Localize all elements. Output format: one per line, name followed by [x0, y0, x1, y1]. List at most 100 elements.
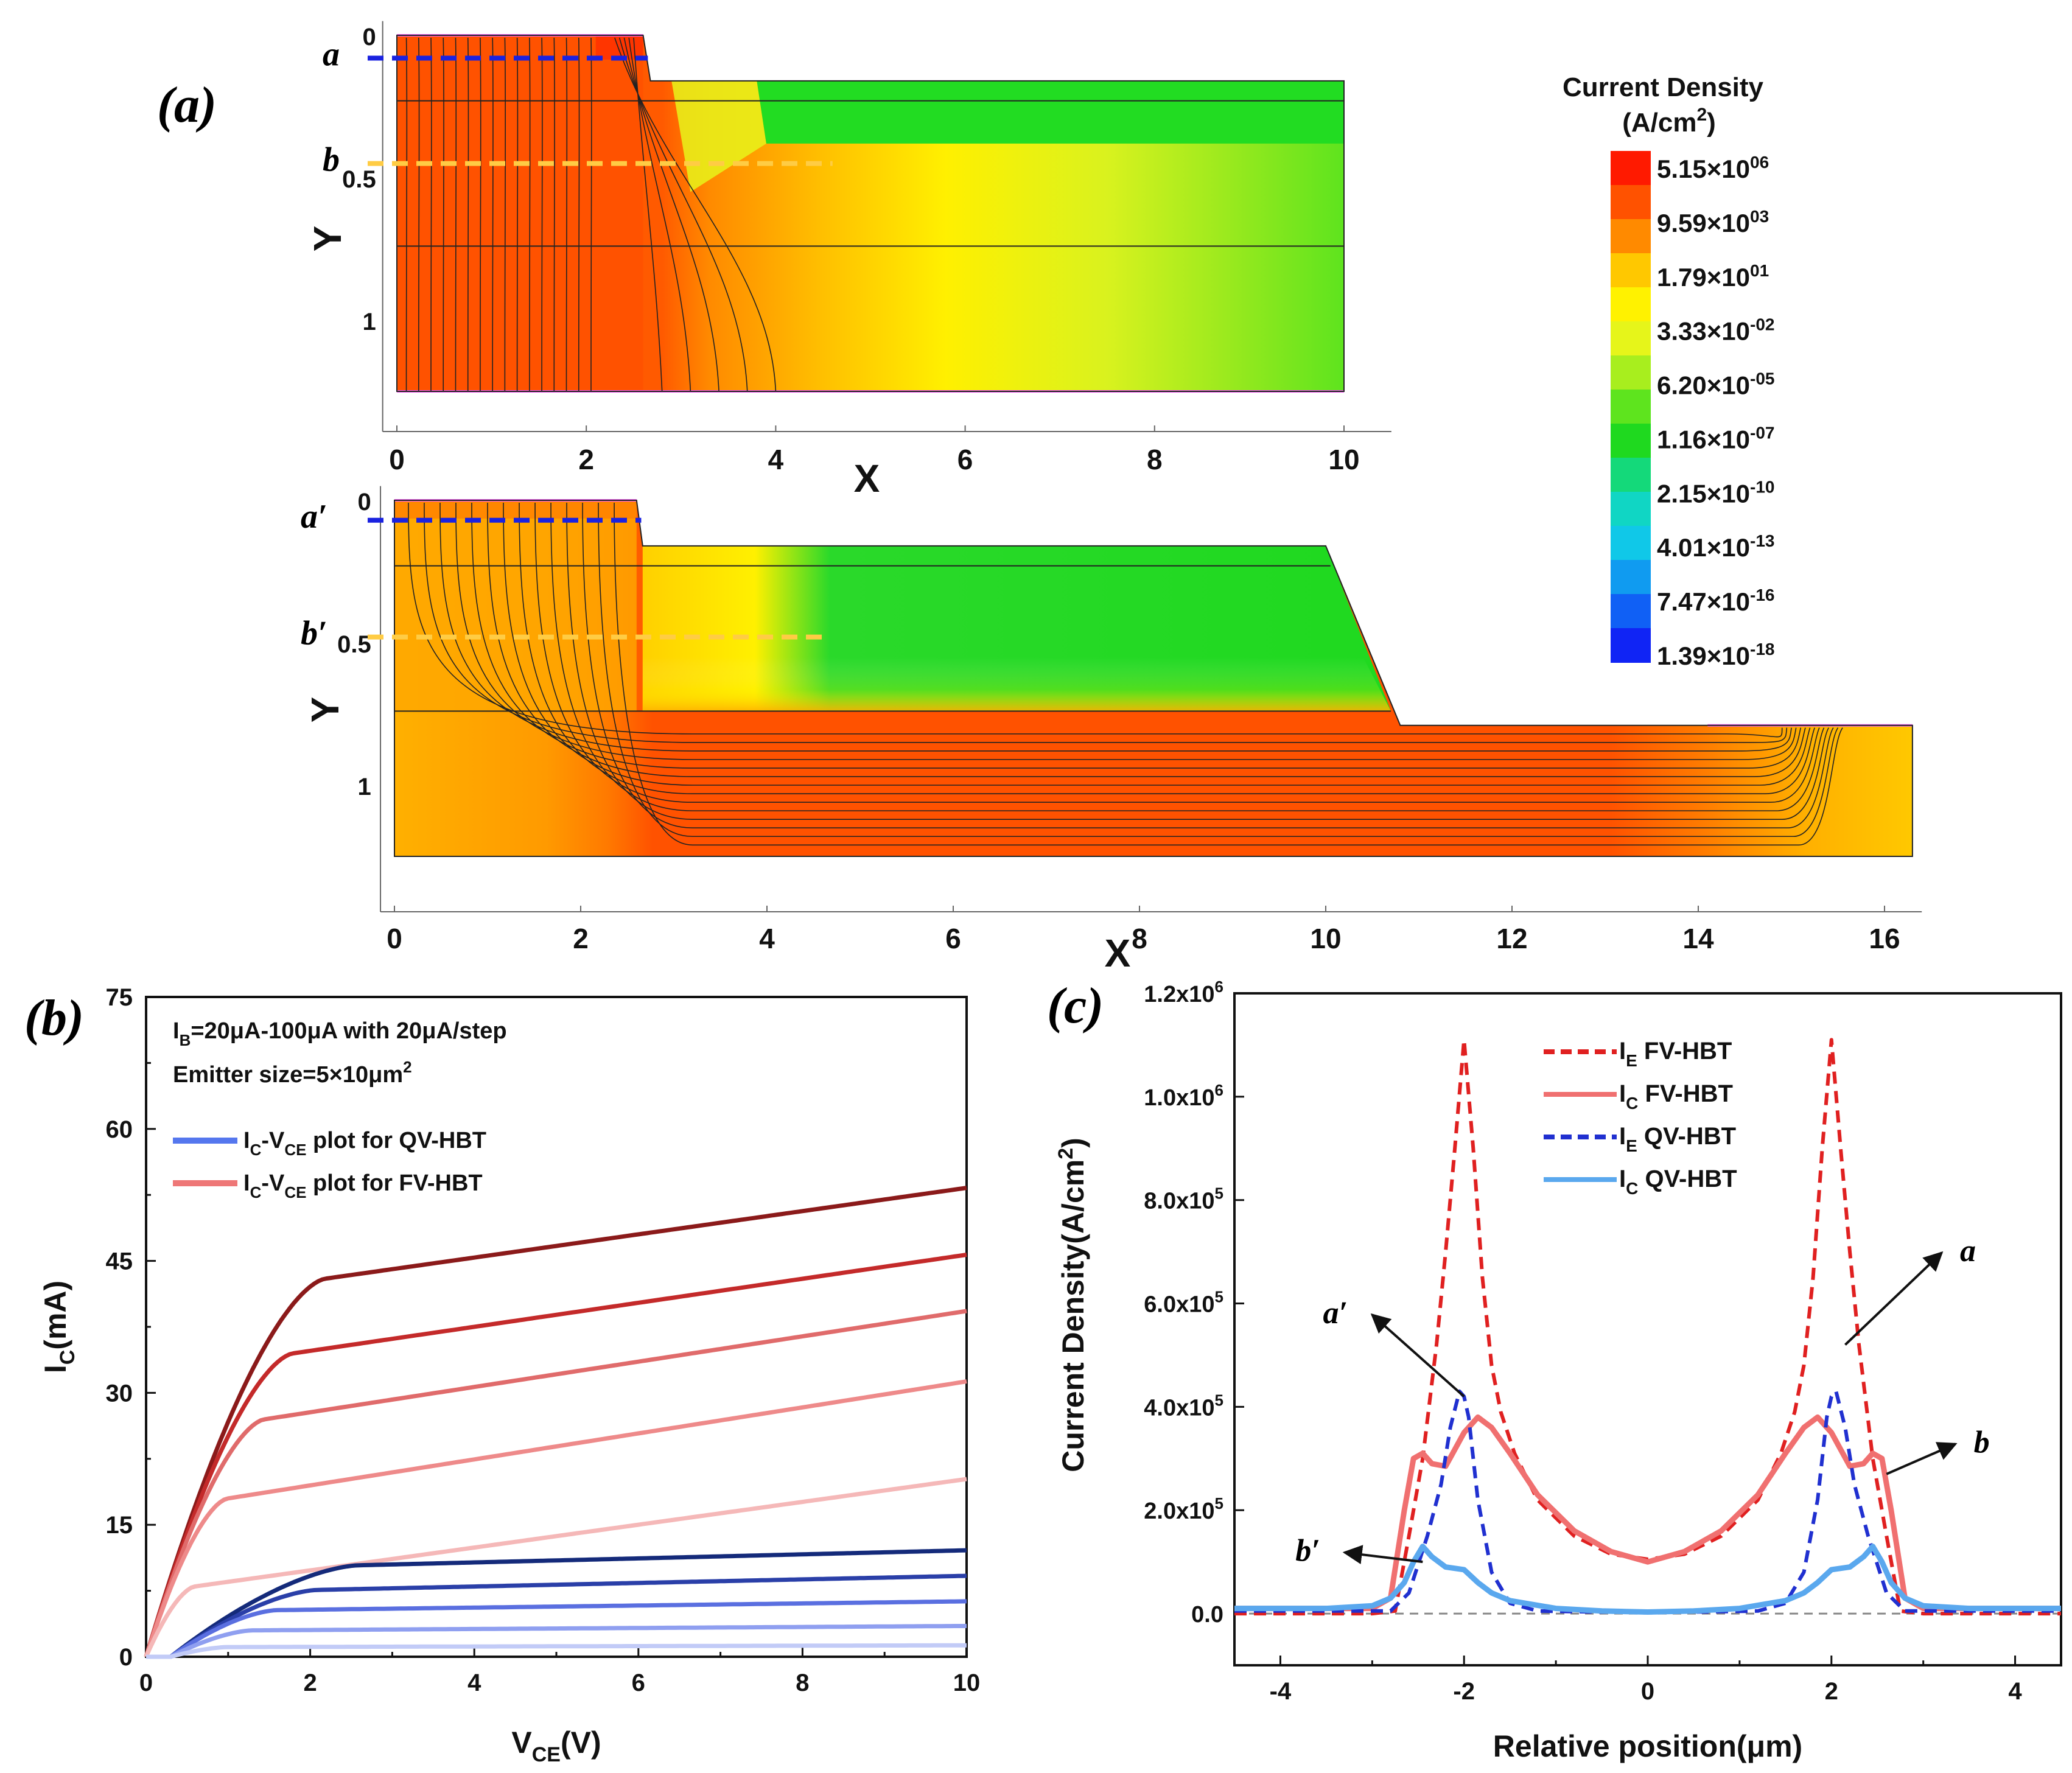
top-streamline-curved [614, 37, 777, 392]
panel-c-legend-label: IC QV-HBT [1619, 1166, 1737, 1198]
c-y-sup: 2 [1054, 1148, 1077, 1159]
colorbar-tick-times: ×10 [1707, 317, 1750, 346]
panel-b-curve [146, 1573, 967, 1659]
lg-post: plot for FV-HBT [306, 1170, 482, 1196]
colorbar-tick-label: 9.59×1003 [1657, 207, 1769, 237]
bottom-streamline [582, 502, 1834, 828]
colorbar-tick-times: ×10 [1707, 479, 1750, 508]
top-streamline [553, 37, 555, 392]
top-streamline [467, 37, 469, 392]
y-label-main: I [38, 1365, 72, 1373]
colorbar-tick-exponent: -18 [1750, 640, 1774, 659]
colorbar-tick-mantissa: 5.15 [1657, 155, 1707, 183]
lg-sub1: C [250, 1183, 262, 1201]
panel-c: (c) -4 -2 0 2 40.02.0x1054.0x1056.0x1058.0x1… [1047, 977, 2062, 1763]
panel-b-x-tick-label: 6 [632, 1670, 645, 1696]
colorbar-tick-exponent: -02 [1750, 315, 1774, 334]
panel-c-callout-arrow [1370, 1313, 1465, 1397]
colorbar-tick-label: 5.15×1006 [1657, 153, 1769, 183]
panel-b-y-tick-label: 60 [106, 1116, 133, 1143]
panel-c-callout-arrow [1844, 1251, 1944, 1346]
bottom-x-tick-label: 12 [1496, 923, 1527, 954]
colorbar-tick-exponent: -10 [1750, 477, 1774, 496]
top-streamline [443, 37, 444, 392]
panel-c-callout-label: b [1974, 1425, 1990, 1460]
bottom-streamline [487, 502, 1806, 777]
ytick-mant: 2.0x10 [1144, 1498, 1214, 1524]
panel-b-y-tick-label: 0 [119, 1644, 133, 1671]
panel-c-curve [1234, 1414, 2061, 1612]
lg-pre: I [243, 1128, 250, 1153]
colorbar-ticks: 5.15×10069.59×10031.79×10013.33×10-026.2… [1657, 153, 1774, 670]
top-x-tick-label: 6 [957, 444, 973, 475]
panel-b-x-tick-label: 8 [796, 1670, 809, 1696]
c-lg-sub: E [1626, 1051, 1637, 1070]
lg-mid: -V [261, 1170, 285, 1196]
top-x-tick-label: 4 [768, 444, 784, 475]
c-lg-post: FV-HBT [1638, 1080, 1733, 1107]
ann2-pre: Emitter size=5×10μm [173, 1062, 403, 1088]
panel-b-x-tick-label: 4 [467, 1670, 481, 1696]
bottom-y-tick-label: 0.5 [337, 631, 371, 658]
panel-b-plot: 0 2 4 6 8 1001530456075VCE(V)IC(mA)IB=20μA-10… [38, 984, 980, 1766]
colorbar-tick-exponent: 01 [1750, 261, 1769, 280]
top-streamline [430, 37, 432, 392]
bottom-x-tick-label: 8 [1132, 923, 1147, 954]
ytick-exp: 5 [1215, 1184, 1223, 1203]
bottom-x-axis-label: X [1105, 931, 1131, 975]
bottom-emitter-band [394, 500, 637, 519]
colorbar-tick-times: ×10 [1707, 587, 1750, 616]
colorbar-tick-exponent: -07 [1750, 423, 1774, 442]
top-y-tick-label: 0.5 [342, 166, 376, 193]
panel-c-y-tick-label: 0.0 [1191, 1602, 1223, 1628]
bottom-streamline [408, 502, 1783, 738]
colorbar-tick-exponent: -05 [1750, 369, 1774, 388]
panel-b-curve [146, 1548, 967, 1659]
panel-c-y-tick-label: 6.0x105 [1144, 1288, 1223, 1318]
x-label-sub: CE [532, 1743, 561, 1766]
panel-c-y-tick-label: 4.0x105 [1144, 1391, 1223, 1421]
colorbar-tick-label: 1.79×1001 [1657, 261, 1769, 292]
lg-pre: I [243, 1170, 250, 1196]
colorbar-tick-label: 4.01×10-13 [1657, 531, 1774, 562]
ytick-mant: 4.0x10 [1144, 1395, 1214, 1421]
c-lg-sub: C [1626, 1179, 1638, 1198]
c-lg-post: QV-HBT [1638, 1166, 1737, 1192]
bottom-x-tick-label: 16 [1869, 923, 1900, 954]
lg-mid: -V [261, 1128, 285, 1153]
panel-b-curve [144, 1253, 967, 1658]
c-lg-pre: I [1619, 1080, 1626, 1107]
ann2-sup: 2 [403, 1058, 411, 1076]
colorbar-title-line1: Current Density [1563, 72, 1764, 102]
panel-c-callout-arrow [1886, 1442, 1958, 1475]
bottom-streamline [614, 502, 1843, 846]
ytick-exp: 5 [1215, 1288, 1223, 1306]
panel-c-x-tick-label: -4 [1270, 1678, 1292, 1705]
lg-sub2: CE [284, 1183, 306, 1201]
panel-c-x-tick-label: -2 [1453, 1678, 1475, 1705]
c-lg-pre: I [1619, 1038, 1626, 1065]
colorbar-band [1611, 321, 1651, 356]
panel-c-y-tick-label: 8.0x105 [1144, 1184, 1223, 1214]
colorbar-tick-times: ×10 [1707, 425, 1750, 453]
bottom-x-tick-label: 2 [573, 923, 589, 954]
panel-c-callout-arrow [1342, 1545, 1423, 1565]
bottom-x-tick-label: 0 [387, 923, 402, 954]
panel-b-curve [144, 1477, 967, 1658]
top-streamline [590, 37, 592, 392]
bottom-base-lower-band [642, 657, 1391, 712]
panel-c-y-tick-label: 1.0x106 [1144, 1081, 1223, 1111]
panel-b-label: (b) [24, 990, 84, 1046]
colorbar-tick-exponent: 06 [1750, 153, 1769, 172]
c-lg-post: QV-HBT [1637, 1123, 1736, 1150]
ann-post: =20μA-100μA with 20μA/step [191, 1018, 506, 1044]
colorbar-band [1611, 151, 1651, 186]
panel-c-callout-label: a′ [1323, 1296, 1348, 1331]
panel-b-frame [145, 996, 968, 1658]
colorbar-band [1611, 594, 1651, 629]
top-x-tick-label: 0 [389, 444, 405, 475]
colorbar-band [1611, 424, 1651, 458]
ytick-exp: 5 [1215, 1494, 1223, 1512]
c-lg-sub: C [1626, 1094, 1638, 1113]
